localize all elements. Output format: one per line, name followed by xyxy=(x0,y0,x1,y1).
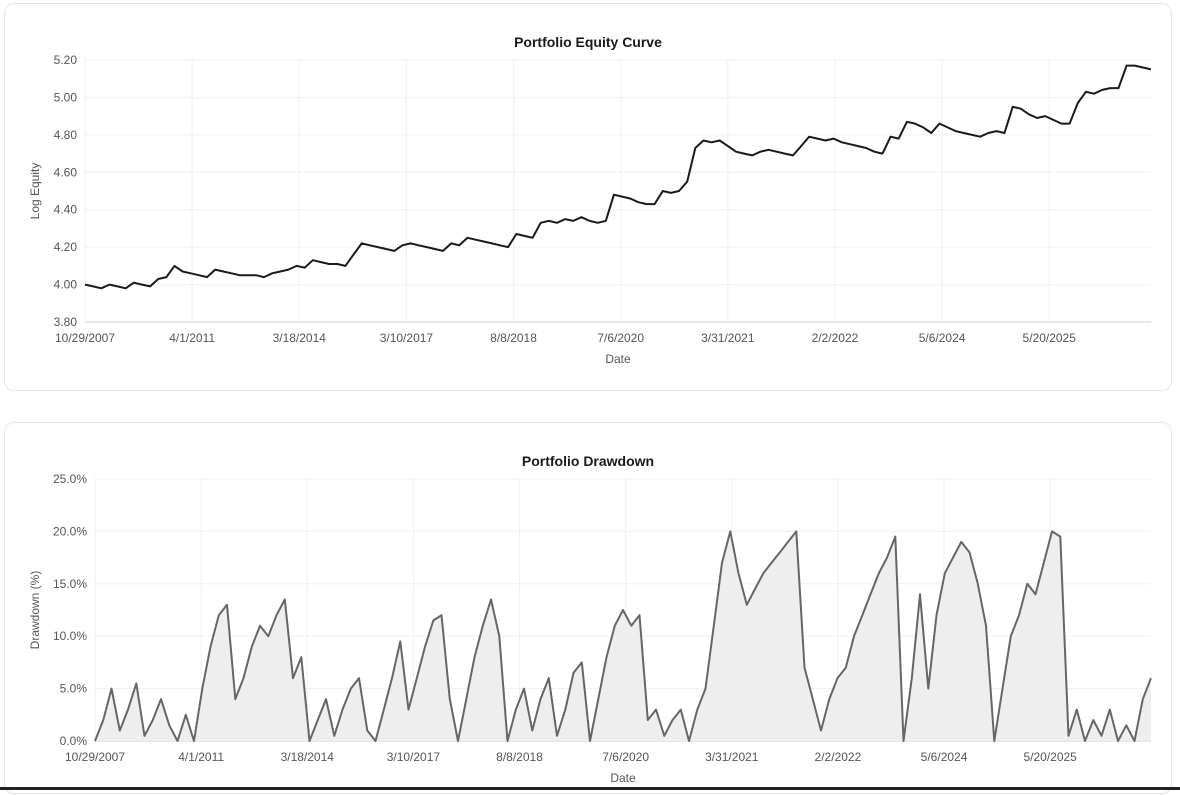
x-tick-label: 7/6/2020 xyxy=(602,750,649,764)
bottom-border xyxy=(0,787,1180,790)
x-tick-label: 4/1/2011 xyxy=(169,331,215,345)
series-area xyxy=(95,531,1151,741)
equity-chart-card: Portfolio Equity Curve 5.20 5.00 4.80 4.60 4… xyxy=(4,3,1172,391)
y-tick-label: 10.0% xyxy=(53,629,87,643)
y-tick-label: 4.40 xyxy=(54,203,78,217)
chart-title: Portfolio Equity Curve xyxy=(514,34,662,50)
x-axis-label: Date xyxy=(610,771,636,785)
x-tick-label: 5/20/2025 xyxy=(1023,750,1077,764)
y-tick-label: 3.80 xyxy=(54,315,78,329)
y-tick-label: 0.0% xyxy=(60,734,88,748)
drawdown-chart-card: Portfolio Drawdown 25.0% 20.0% 15.0% 10.0% 5… xyxy=(4,422,1172,794)
x-tick-label: 5/6/2024 xyxy=(921,750,968,764)
series-line xyxy=(84,64,1152,290)
x-tick-label: 7/6/2020 xyxy=(597,331,644,345)
x-tick-label: 2/2/2022 xyxy=(812,331,859,345)
x-tick-label: 3/31/2021 xyxy=(701,331,755,345)
x-tick-label: 3/18/2014 xyxy=(273,331,327,345)
x-tick-label: 4/1/2011 xyxy=(178,750,224,764)
x-tick-label: 5/20/2025 xyxy=(1023,331,1077,345)
x-tick-label: 3/31/2021 xyxy=(705,750,759,764)
y-tick-label: 4.80 xyxy=(54,128,78,142)
equity-chart: 5.20 5.00 4.80 4.60 4.40 4.20 4.00 3.80 10/29/20… xyxy=(28,53,1152,366)
x-tick-label: 3/18/2014 xyxy=(281,750,335,764)
y-axis-label: Drawdown (%) xyxy=(28,571,42,650)
y-tick-label: 4.20 xyxy=(54,240,78,254)
chart-title: Portfolio Drawdown xyxy=(521,453,655,469)
x-tick-label: 3/10/2017 xyxy=(380,331,434,345)
x-tick-label: 8/8/2018 xyxy=(496,750,543,764)
y-tick-label: 5.00 xyxy=(54,90,78,104)
y-tick-label: 5.0% xyxy=(60,682,88,696)
drawdown-chart: 25.0% 20.0% 15.0% 10.0% 5.0% 0.0% 10/29/2007 4/… xyxy=(28,472,1152,785)
x-axis-label: Date xyxy=(605,352,631,366)
x-tick-label: 10/29/2007 xyxy=(65,750,125,764)
y-tick-label: 20.0% xyxy=(53,524,87,538)
x-tick-label: 2/2/2022 xyxy=(815,750,862,764)
series-line xyxy=(94,530,1152,742)
x-tick-label: 5/6/2024 xyxy=(919,331,966,345)
x-tick-label: 8/8/2018 xyxy=(490,331,537,345)
y-tick-label: 4.00 xyxy=(54,278,78,292)
y-tick-label: 4.60 xyxy=(54,165,78,179)
y-tick-label: 15.0% xyxy=(53,577,87,591)
y-tick-label: 25.0% xyxy=(53,472,87,486)
x-tick-label: 10/29/2007 xyxy=(55,331,115,345)
y-tick-label: 5.20 xyxy=(54,53,78,67)
y-axis-label: Log Equity xyxy=(28,163,42,220)
x-tick-label: 3/10/2017 xyxy=(387,750,441,764)
